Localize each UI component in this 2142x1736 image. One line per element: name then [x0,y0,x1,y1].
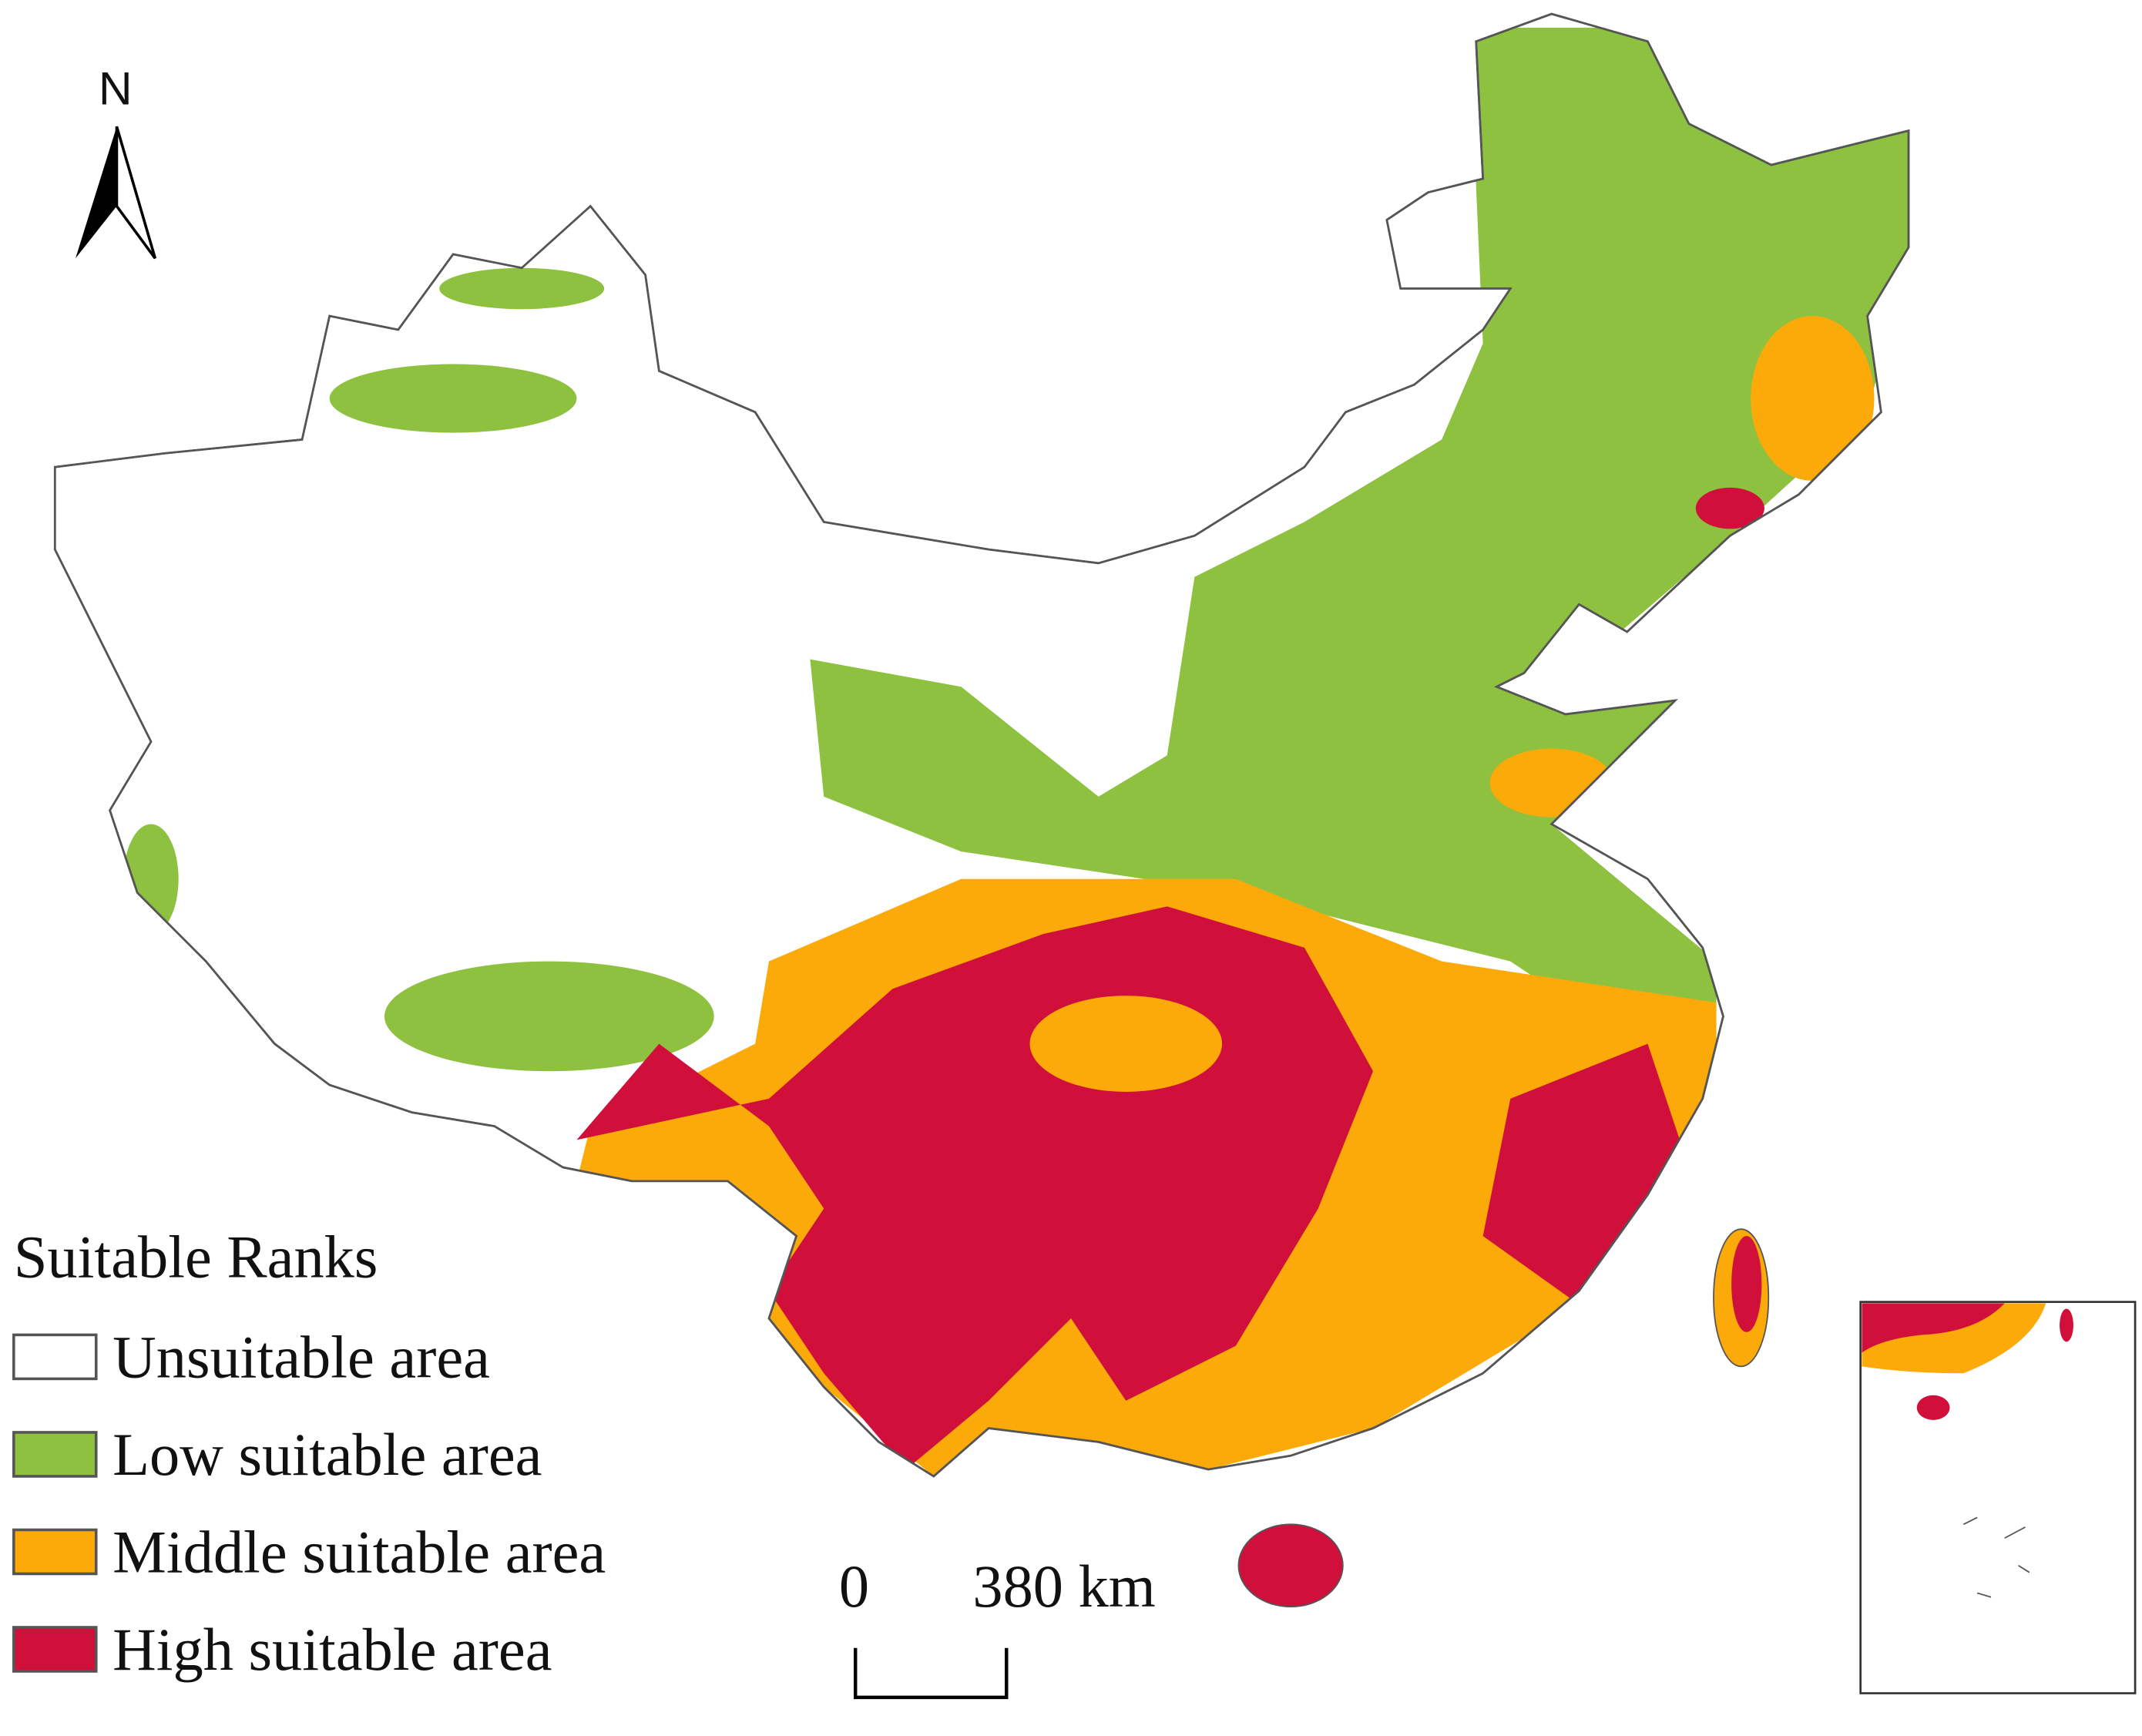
high-region [1695,487,1764,529]
hainan [1237,1523,1344,1608]
low-region [329,364,577,433]
low-region [384,961,714,1072]
legend-swatch [12,1333,98,1381]
legend-swatch [12,1528,98,1576]
scale-end: 380 km [972,1553,1155,1620]
legend-label: High suitable area [112,1616,552,1683]
taiwan-high [1731,1236,1762,1332]
legend-label: Low suitable area [112,1421,542,1488]
high-region [1482,1043,1689,1305]
south-sea-inset [1859,1301,2137,1694]
country-outline [53,12,1910,1478]
inset-taiwan [2060,1308,2073,1342]
legend-label: Unsuitable area [112,1324,490,1391]
inset-islands [1962,1516,2030,1598]
legend-label: Middle suitable area [112,1519,606,1586]
middle-region [1029,996,1223,1092]
middle-region [1751,316,1875,481]
north-label: N [99,62,133,115]
low-region [439,267,605,310]
legend: Suitable Ranks Unsuitable area Low suitab… [12,1224,606,1683]
inset-high [1862,1303,2005,1353]
legend-swatch [12,1626,98,1673]
low-region [810,27,1909,1099]
legend-title: Suitable Ranks [14,1224,378,1291]
north-arrow: N [76,62,157,260]
legend-swatch [12,1431,98,1478]
scale-bar: 0 380 km [839,1553,1156,1700]
inset-hainan [1916,1395,1950,1420]
scale-start: 0 [839,1553,869,1620]
middle-region [1489,748,1613,818]
scale-line [853,1647,1009,1700]
arrow-left [76,126,117,259]
arrow-right [115,126,157,260]
